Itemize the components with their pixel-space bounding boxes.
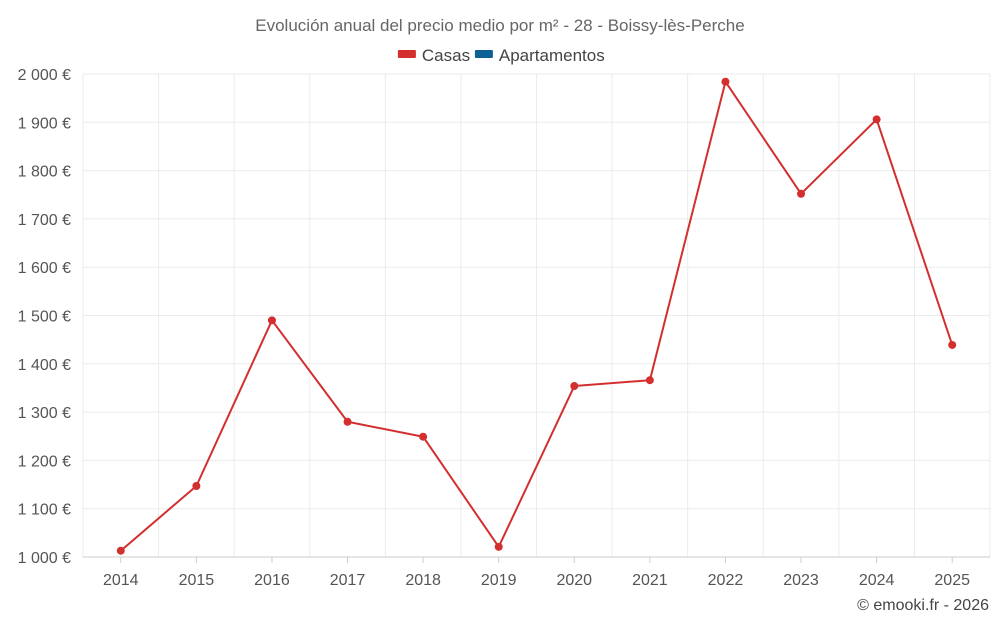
data-point[interactable] [948,340,957,349]
x-axis: 2014 2015 2016 2017 2018 2019 2020 2021 2022 2023… [103,557,970,589]
grid [82,73,991,558]
y-tick-label: 1 900 € [18,115,71,132]
x-tick-label: 2017 [330,572,366,589]
data-point[interactable] [645,376,654,385]
x-tick-label: 2024 [859,572,895,589]
y-tick-label: 1 500 € [18,309,71,326]
y-axis: 1 000 € 1 100 € 1 200 € 1 300 € 1 400 € 1 500… [18,67,71,567]
x-tick-label: 2016 [254,572,290,589]
y-tick-label: 1 100 € [18,502,71,519]
y-tick-label: 1 800 € [18,164,71,181]
x-tick-label: 2023 [783,572,819,589]
data-point[interactable] [872,115,881,124]
y-tick-label: 1 700 € [18,212,71,229]
data-point[interactable] [192,481,201,490]
x-tick-label: 2022 [708,572,744,589]
chart-title: Evolución anual del precio medio por m² … [255,16,744,35]
y-tick-label: 1 300 € [18,405,71,422]
legend-label[interactable]: Casas [422,46,470,65]
data-point[interactable] [797,189,806,198]
y-tick-label: 1 400 € [18,357,71,374]
data-point[interactable] [570,382,579,391]
x-tick-label: 2021 [632,572,668,589]
y-tick-label: 1 600 € [18,260,71,277]
x-tick-label: 2025 [934,572,970,589]
series-layer [116,77,957,555]
data-point[interactable] [721,77,730,86]
legend-swatch [474,50,493,58]
x-tick-label: 2015 [179,572,215,589]
x-tick-label: 2019 [481,572,517,589]
data-point[interactable] [267,316,276,325]
credit-text: © emooki.fr - 2026 [857,597,989,614]
x-tick-label: 2020 [556,572,592,589]
data-point[interactable] [494,542,503,551]
legend: Casas Apartamentos [397,46,605,65]
x-tick-label: 2014 [103,572,139,589]
legend-swatch [397,50,416,58]
x-tick-label: 2018 [405,572,441,589]
data-point[interactable] [116,546,125,555]
y-tick-label: 2 000 € [18,67,71,84]
y-tick-label: 1 200 € [18,453,71,470]
data-point[interactable] [419,432,428,441]
data-point[interactable] [343,417,352,426]
y-tick-label: 1 000 € [18,550,71,567]
series-line-casas [120,80,954,552]
legend-label[interactable]: Apartamentos [499,46,605,65]
